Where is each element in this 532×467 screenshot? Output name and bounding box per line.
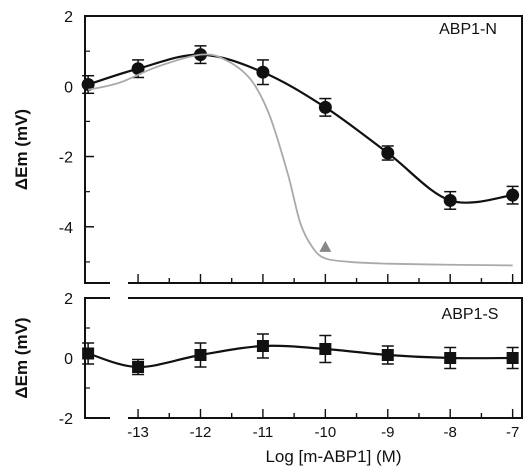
data-point [256,340,269,352]
data-point [506,352,519,364]
x-tick-label: -9 [381,424,394,441]
x-tick-label: -10 [315,424,337,441]
y-tick-label: 0 [64,79,73,96]
y-axis-label: ΔEm (mV) [12,317,31,398]
data-point [132,361,145,373]
axis-break-gap [110,280,128,302]
y-tick-label: -2 [59,150,73,167]
data-point [444,352,457,364]
data-point [318,100,332,114]
axis-break-gap [110,410,128,422]
axis-break [110,280,128,422]
y-tick-label: 2 [64,9,73,26]
y-tick-label: 0 [64,351,73,368]
data-point [256,65,270,79]
panel-abp1-n: 2 0 -2 -4 ΔEm (mV) ABP1-N [12,9,523,284]
panel-label: ABP1-S [442,306,499,323]
data-point [506,188,520,202]
y-axis-label: ΔEm (mV) [12,109,31,190]
y-tick-label: 2 [64,291,73,308]
data-point [82,347,95,360]
data-point [381,146,395,160]
x-tick-label: -13 [127,424,149,441]
x-tick-label: -11 [253,424,274,441]
x-tick-label: -7 [506,424,519,441]
triangle-marker [319,240,332,252]
panel-label: ABP1-N [439,21,497,38]
data-point [194,349,207,361]
y-tick-label: -2 [59,411,73,428]
data-point [81,78,95,92]
plot-frame [84,15,523,284]
data-point [131,62,145,76]
x-tick-label: -12 [190,424,212,441]
data-point [319,343,332,355]
x-axis-label: Log [m-ABP1] (M) [265,447,401,466]
panel-abp1-s: 2 0 -2 ΔEm (mV) -13 -12 -11 -10 -9 -8 -7 Log [m-ABP… [12,291,523,466]
x-tick-label: -8 [444,424,457,441]
data-point [381,349,394,361]
reference-curve [87,53,513,267]
data-point [443,193,457,207]
y-tick-label: -4 [59,220,73,237]
series-line [87,53,513,204]
